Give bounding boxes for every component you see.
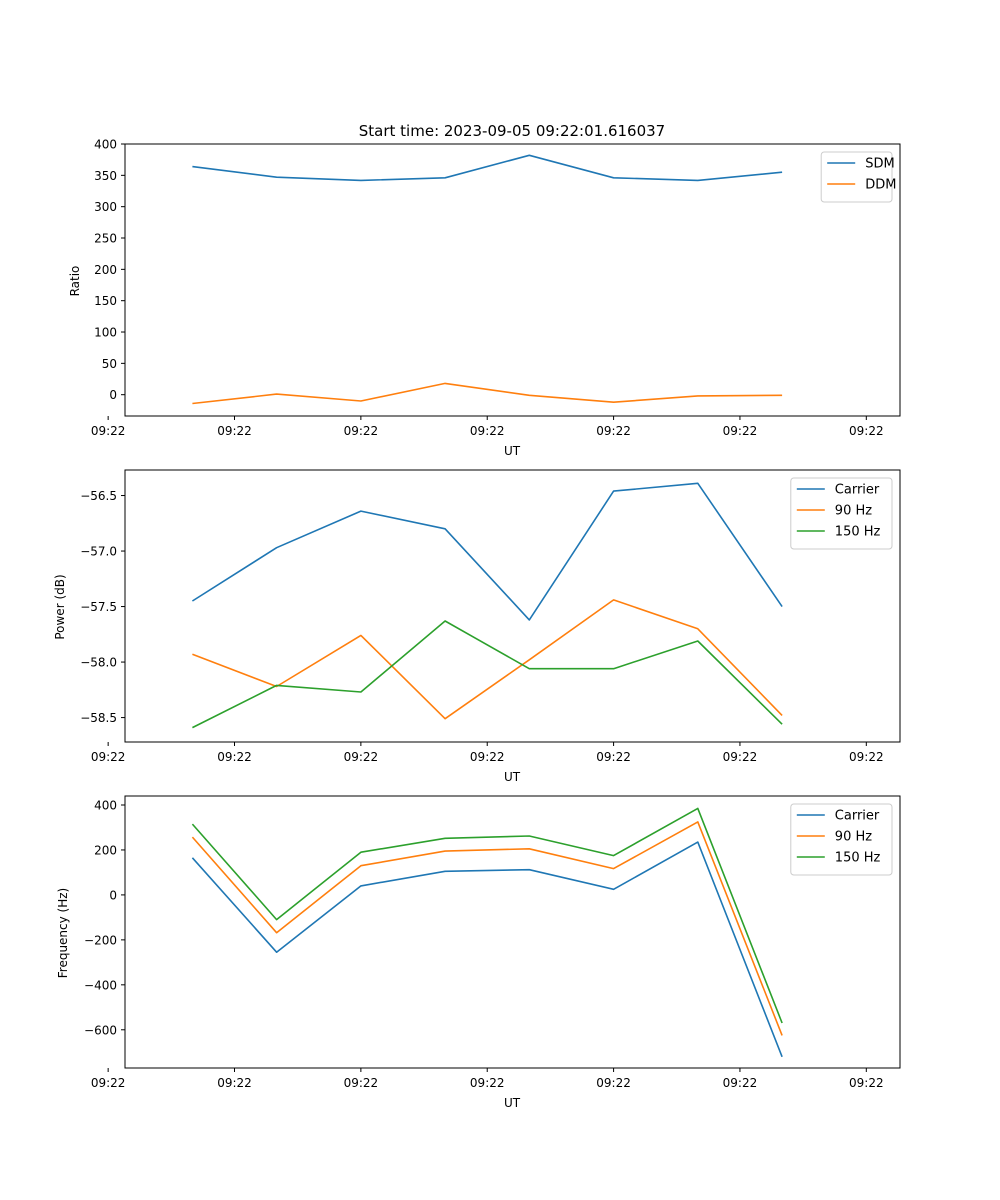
frequency-y-tick-label: 200 bbox=[94, 843, 117, 857]
power-x-tick-label: 09:22 bbox=[723, 750, 758, 764]
frequency-x-tick-label: 09:22 bbox=[596, 1076, 631, 1090]
frequency-y-tick-label: −400 bbox=[84, 978, 117, 992]
power-x-tick-label: 09:22 bbox=[91, 750, 126, 764]
power-y-tick-label: −56.5 bbox=[80, 489, 117, 503]
ratio-x-tick-label: 09:22 bbox=[723, 424, 758, 438]
ratio-x-tick-label: 09:22 bbox=[596, 424, 631, 438]
ratio-x-tick-label: 09:22 bbox=[91, 424, 126, 438]
frequency-x-tick-label: 09:22 bbox=[723, 1076, 758, 1090]
ratio-y-tick-label: 400 bbox=[94, 138, 117, 152]
power-legend-label-90-hz: 90 Hz bbox=[835, 504, 872, 519]
ratio-series-lines bbox=[192, 154, 783, 405]
ratio-subplot: Start time: 2023-09-05 09:22:01.616037 0… bbox=[68, 122, 901, 458]
frequency-x-tick-label: 09:22 bbox=[344, 1076, 379, 1090]
power-series-90-hz-line bbox=[192, 599, 783, 720]
power-legend-label-carrier: Carrier bbox=[835, 483, 880, 498]
frequency-y-tick-label: 0 bbox=[109, 888, 117, 902]
power-x-tick-label: 09:22 bbox=[217, 750, 252, 764]
ratio-y-tick-label: 300 bbox=[94, 200, 117, 214]
frequency-plot-frame bbox=[124, 795, 901, 1069]
power-y-tick-label: −58.5 bbox=[80, 711, 117, 725]
power-y-axis-label: Power (dB) bbox=[53, 574, 67, 639]
ratio-y-ticks: 0 50 100 150 200 250 300 350 400 bbox=[94, 138, 125, 402]
ratio-y-tick-label: 250 bbox=[94, 232, 117, 246]
power-y-tick-label: −57.5 bbox=[80, 600, 117, 614]
frequency-x-ticks: 09:22 09:22 09:22 09:22 09:22 09:22 09:22 bbox=[91, 1068, 884, 1090]
ratio-legend-label-ddm: DDM bbox=[865, 178, 896, 193]
ratio-legend: SDM DDM bbox=[820, 151, 896, 203]
ratio-x-tick-label: 09:22 bbox=[344, 424, 379, 438]
ratio-y-tick-label: 50 bbox=[102, 357, 117, 371]
ratio-series-sdm-line bbox=[192, 154, 783, 182]
frequency-legend-label-carrier: Carrier bbox=[835, 809, 880, 824]
power-legend: Carrier 90 Hz 150 Hz bbox=[790, 477, 893, 550]
frequency-legend-label-150-hz: 150 Hz bbox=[835, 851, 881, 866]
frequency-series-150-hz-line bbox=[191, 807, 783, 1024]
ratio-y-axis-label: Ratio bbox=[68, 266, 82, 297]
frequency-y-tick-label: −200 bbox=[84, 933, 117, 947]
power-series-lines bbox=[191, 482, 783, 729]
frequency-legend-label-90-hz: 90 Hz bbox=[835, 830, 872, 845]
ratio-legend-label-sdm: SDM bbox=[865, 157, 894, 172]
ratio-x-axis-label: UT bbox=[504, 444, 521, 458]
frequency-x-axis-label: UT bbox=[504, 1096, 521, 1110]
frequency-x-tick-label: 09:22 bbox=[470, 1076, 505, 1090]
ratio-y-tick-label: 0 bbox=[109, 388, 117, 402]
frequency-x-tick-label: 09:22 bbox=[849, 1076, 884, 1090]
ratio-y-tick-label: 200 bbox=[94, 263, 117, 277]
power-x-tick-label: 09:22 bbox=[344, 750, 379, 764]
ratio-series-ddm-line bbox=[192, 382, 783, 405]
ratio-x-tick-label: 09:22 bbox=[470, 424, 505, 438]
power-x-axis-label: UT bbox=[504, 770, 521, 784]
chart-title: Start time: 2023-09-05 09:22:01.616037 bbox=[359, 122, 665, 140]
power-series-150-hz-line bbox=[192, 620, 783, 729]
ratio-x-tick-label: 09:22 bbox=[849, 424, 884, 438]
power-y-tick-label: −58.0 bbox=[80, 656, 117, 670]
frequency-x-tick-label: 09:22 bbox=[217, 1076, 252, 1090]
power-legend-label-150-hz: 150 Hz bbox=[835, 525, 881, 540]
power-subplot: 09:22 09:22 09:22 09:22 09:22 09:22 09:22 −58.… bbox=[53, 469, 901, 784]
ratio-x-ticks: 09:22 09:22 09:22 09:22 09:22 09:22 09:22 bbox=[91, 416, 884, 438]
ratio-y-tick-label: 150 bbox=[94, 294, 117, 308]
frequency-legend: Carrier 90 Hz 150 Hz bbox=[790, 803, 893, 876]
power-series-carrier-line bbox=[191, 482, 783, 621]
ratio-y-tick-label: 350 bbox=[94, 169, 117, 183]
power-y-ticks: −58.5 −58.0 −57.5 −57.0 −56.5 bbox=[80, 489, 125, 725]
frequency-series-90-hz-line bbox=[191, 821, 783, 1036]
ratio-y-tick-label: 100 bbox=[94, 326, 117, 340]
frequency-series-lines bbox=[191, 807, 783, 1058]
frequency-y-tick-label: 400 bbox=[94, 798, 117, 812]
frequency-series-carrier-line bbox=[191, 841, 783, 1058]
ratio-plot-frame bbox=[124, 143, 901, 417]
power-x-tick-label: 09:22 bbox=[470, 750, 505, 764]
power-x-tick-label: 09:22 bbox=[596, 750, 631, 764]
power-plot-frame bbox=[124, 469, 901, 743]
frequency-x-tick-label: 09:22 bbox=[91, 1076, 126, 1090]
frequency-y-tick-label: −600 bbox=[84, 1023, 117, 1037]
power-x-tick-label: 09:22 bbox=[849, 750, 884, 764]
power-x-ticks: 09:22 09:22 09:22 09:22 09:22 09:22 09:22 bbox=[91, 742, 884, 764]
frequency-y-axis-label: Frequency (Hz) bbox=[56, 888, 70, 979]
frequency-subplot: 09:22 09:22 09:22 09:22 09:22 09:22 09:22 −600… bbox=[56, 795, 901, 1110]
power-y-tick-label: −57.0 bbox=[80, 545, 117, 559]
frequency-y-ticks: −600 −400 −200 0 200 400 bbox=[84, 798, 125, 1037]
ratio-legend-box bbox=[820, 151, 893, 203]
ratio-x-tick-label: 09:22 bbox=[217, 424, 252, 438]
